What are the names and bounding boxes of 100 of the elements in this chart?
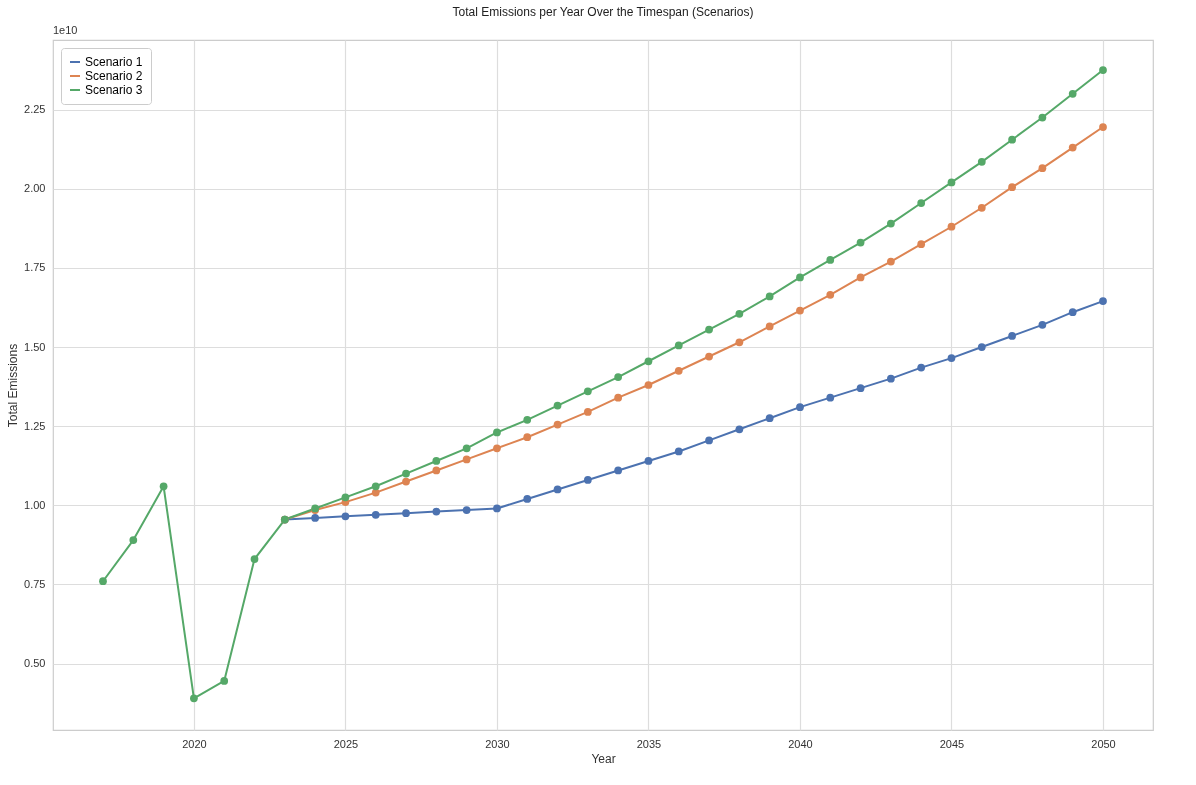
text: 1e10 — [53, 24, 78, 36]
point — [1099, 297, 1107, 305]
point — [1038, 164, 1047, 173]
point — [402, 469, 410, 478]
point — [947, 222, 956, 231]
point — [1099, 66, 1107, 74]
point — [220, 677, 229, 685]
point — [583, 408, 592, 416]
x-tick-label: 2040 — [788, 737, 813, 750]
y-tick-label: 1.25 — [24, 419, 46, 432]
point — [887, 374, 895, 383]
chart-title: Total Emissions per Year Over the Timespan (Scenarios) — [452, 5, 754, 19]
x-tick-label: 2020 — [182, 737, 207, 750]
x-tick-label: 2025 — [333, 737, 359, 750]
point — [402, 477, 410, 486]
point — [947, 178, 956, 187]
y-tick-label: 2.00 — [24, 182, 46, 195]
point — [432, 457, 441, 465]
y-tick-label: 2.25 — [24, 103, 46, 116]
point — [1099, 123, 1107, 131]
point — [493, 444, 501, 453]
point — [735, 338, 744, 347]
point — [674, 341, 683, 350]
point — [796, 273, 804, 282]
point — [856, 238, 865, 247]
point — [977, 203, 986, 212]
point — [1008, 183, 1016, 192]
y-tick-label: 1.75 — [24, 261, 46, 274]
point — [917, 240, 926, 249]
point — [977, 157, 986, 166]
point — [614, 373, 623, 381]
point — [614, 393, 623, 402]
y-tick-label: 0.50 — [24, 657, 46, 670]
point — [705, 325, 713, 334]
point — [977, 343, 986, 351]
point — [523, 495, 532, 503]
point — [705, 352, 713, 361]
point — [493, 428, 501, 437]
point — [493, 504, 501, 513]
point — [341, 493, 350, 502]
point — [1068, 143, 1077, 152]
legend-label: Scenario 2 — [85, 69, 143, 83]
point — [765, 322, 774, 331]
point — [432, 466, 441, 475]
point — [583, 476, 592, 484]
point — [311, 514, 319, 522]
point — [553, 420, 562, 429]
point — [735, 425, 744, 434]
x-tick-label: 2050 — [1091, 737, 1116, 750]
point — [796, 306, 804, 315]
point — [583, 387, 592, 396]
point — [159, 482, 168, 491]
point — [553, 401, 562, 410]
point — [432, 507, 441, 516]
x-tick-label: 2035 — [636, 737, 662, 750]
point — [1038, 113, 1047, 122]
point — [1008, 332, 1016, 340]
point — [462, 506, 471, 514]
point — [826, 290, 835, 299]
point — [826, 393, 835, 402]
point — [644, 381, 653, 389]
point — [674, 447, 683, 456]
x-axis-title: Year — [591, 751, 616, 766]
point — [1008, 135, 1016, 144]
legend-label: Scenario 3 — [85, 83, 143, 97]
point — [644, 357, 653, 366]
point — [917, 363, 926, 372]
point — [402, 509, 410, 518]
point — [614, 466, 623, 475]
point — [553, 485, 562, 494]
point — [341, 512, 350, 521]
point — [887, 257, 895, 266]
point — [1068, 89, 1077, 98]
point — [371, 482, 380, 491]
point — [674, 366, 683, 375]
point — [705, 436, 713, 445]
point — [856, 273, 865, 282]
point — [826, 256, 835, 264]
point — [887, 219, 895, 228]
point — [523, 415, 532, 424]
point — [371, 510, 380, 519]
point — [1068, 308, 1077, 317]
point — [765, 292, 774, 301]
y-axis-title: Total Emissions — [6, 343, 21, 428]
point — [190, 694, 198, 703]
point — [947, 354, 956, 362]
y-tick-label: 1.50 — [24, 340, 46, 353]
point — [250, 555, 259, 563]
point — [462, 444, 471, 453]
legend-label: Scenario 1 — [85, 55, 143, 69]
point — [917, 199, 926, 207]
point — [796, 403, 804, 412]
point — [644, 457, 653, 465]
point — [856, 384, 865, 393]
point — [523, 433, 532, 442]
x-tick-label: 2045 — [939, 737, 965, 750]
point — [129, 536, 138, 544]
point — [735, 309, 744, 318]
y-tick-label: 0.75 — [24, 577, 46, 590]
point — [99, 577, 107, 586]
